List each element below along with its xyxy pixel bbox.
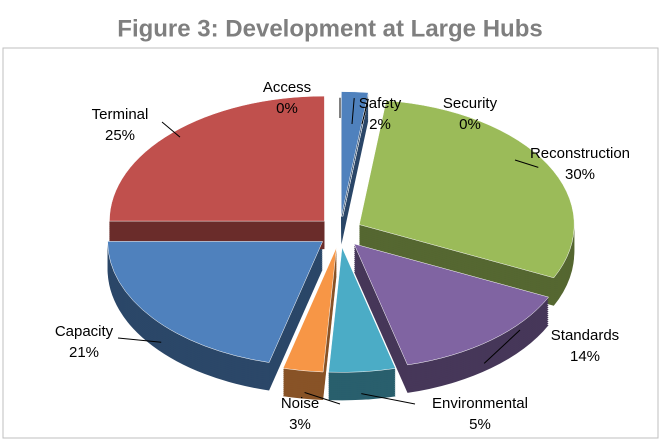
slice-label: Environmental [432,395,528,412]
slice-label: Standards [551,327,619,344]
leader-line [514,159,539,168]
slice [342,92,370,217]
slice-label: Capacity [55,323,114,340]
value-label: 2% [369,116,391,133]
slice-label: Noise [281,395,319,412]
chart-title: Figure 3: Development at Large Hubs [117,15,542,42]
value-label: 0% [276,100,298,117]
value-label: 3% [289,416,311,433]
slice-label: Reconstruction [530,145,630,162]
slice [282,247,337,373]
leader-line [117,337,162,343]
slice [353,243,550,366]
value-label: 25% [105,127,135,144]
leader-line [351,98,355,125]
slice [109,95,325,222]
slice [358,100,575,279]
value-label: 14% [570,348,600,365]
leader-line [161,121,181,138]
chart-border [2,47,659,439]
slice-label: Terminal [92,106,149,123]
value-label: 30% [565,166,595,183]
slice-label: Security [443,95,498,112]
value-label: 5% [469,416,491,433]
leader-line [304,392,341,405]
leader-line [483,329,521,364]
leader-line [361,393,416,405]
slice [341,91,369,217]
slice [107,241,324,363]
slice-label: Access [263,79,311,96]
slice [328,246,396,373]
leader-line [361,98,369,125]
value-label: 21% [69,344,99,361]
value-label: 0% [459,116,481,133]
slice-label: Safety [359,95,402,112]
